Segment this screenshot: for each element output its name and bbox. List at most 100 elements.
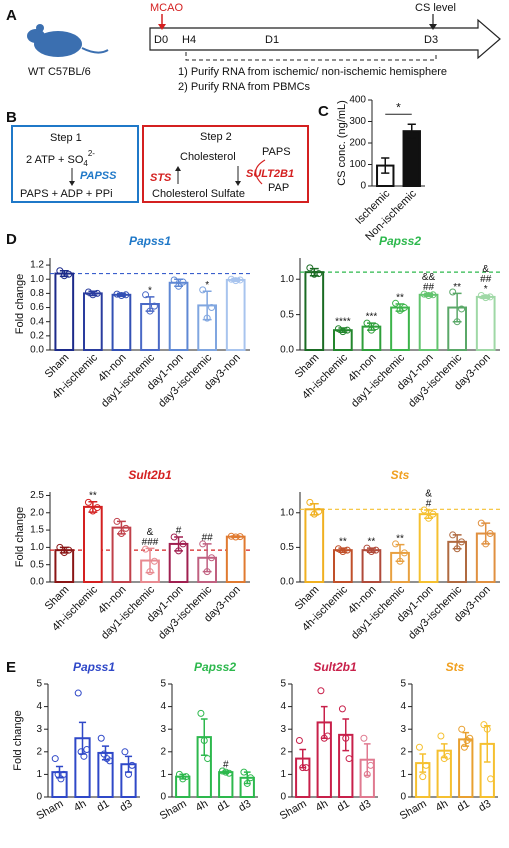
products: PAPS + ADP + PPi xyxy=(20,188,113,200)
y-tick-label: 1.0 xyxy=(30,274,44,285)
data-point xyxy=(460,743,468,751)
enzyme: SULT2B1 xyxy=(246,168,294,180)
y-tick-label: 0 xyxy=(160,792,166,803)
data-point xyxy=(179,278,187,286)
data-point xyxy=(482,540,490,548)
data-point xyxy=(339,548,347,556)
bar xyxy=(83,505,103,583)
chart-title: Sult2b1 xyxy=(128,468,172,482)
y-tick-label: 2 xyxy=(280,746,286,757)
significance: & xyxy=(482,264,489,275)
y-axis-label: Fold change xyxy=(14,274,26,335)
donor: PAPS xyxy=(262,146,291,158)
data-point xyxy=(482,294,490,302)
y-tick-label: 0.0 xyxy=(280,577,294,588)
data-point xyxy=(203,314,211,322)
data-point xyxy=(236,533,244,541)
data-point xyxy=(150,302,158,310)
error-bar xyxy=(419,753,427,773)
y-tick-label: 3 xyxy=(280,724,286,735)
sampling-bracket xyxy=(185,52,437,61)
enzyme: PAPSS xyxy=(80,170,117,182)
data-point xyxy=(363,319,371,327)
bar xyxy=(54,272,75,352)
x-tick-label: d1 xyxy=(215,798,232,815)
y-tick-label: 0 xyxy=(36,792,42,803)
data-point xyxy=(56,267,64,275)
data-point xyxy=(232,277,240,285)
panel-label: E xyxy=(6,659,16,676)
data-point xyxy=(80,752,88,760)
significance: ** xyxy=(89,490,97,501)
data-point xyxy=(170,276,178,284)
data-point xyxy=(429,510,437,518)
y-tick-label: 1.5 xyxy=(30,525,44,536)
data-point xyxy=(83,746,91,754)
data-point xyxy=(225,769,233,777)
data-point xyxy=(122,291,130,299)
data-point xyxy=(218,767,226,775)
y-axis-label: Fold change xyxy=(12,710,24,771)
error-bar xyxy=(320,705,328,739)
bar xyxy=(418,513,439,584)
panel-label: D xyxy=(6,231,17,248)
data-point xyxy=(420,506,428,514)
y-tick-label: 2 xyxy=(400,746,406,757)
y-tick-label: 2.0 xyxy=(30,507,44,518)
significance: ### xyxy=(142,537,159,548)
data-point xyxy=(142,291,150,299)
y-tick-label: 0.5 xyxy=(30,559,44,570)
strain: WT C57BL/6 xyxy=(28,66,91,78)
y-tick-label: 3 xyxy=(400,724,406,735)
data-point xyxy=(89,291,97,299)
data-point xyxy=(487,775,495,783)
x-tick-label: d3 xyxy=(357,798,374,815)
data-point xyxy=(437,732,445,740)
data-point xyxy=(367,761,375,769)
data-point xyxy=(449,531,457,539)
y-tick-label: 5 xyxy=(36,679,42,690)
y-tick-label: 0 xyxy=(400,792,406,803)
data-point xyxy=(458,725,466,733)
data-point xyxy=(227,532,235,540)
data-point xyxy=(486,530,494,538)
data-point xyxy=(458,305,466,313)
enzyme: STS xyxy=(150,172,172,184)
readout: CS level xyxy=(415,2,456,14)
y-tick-label: 100 xyxy=(349,159,366,170)
data-point xyxy=(236,276,244,284)
y-axis-label: Fold change xyxy=(14,507,26,568)
data-point xyxy=(419,773,427,781)
error-bar xyxy=(462,731,470,747)
data-point xyxy=(429,291,437,299)
x-tick-label: d3 xyxy=(237,798,254,815)
y-axis-label: CS conc. (ng/mL) xyxy=(336,100,348,186)
reactant: 2 ATP + SO42- xyxy=(26,149,95,168)
data-point xyxy=(453,318,461,326)
data-point xyxy=(372,323,380,331)
bar xyxy=(475,295,496,351)
y-tick-label: 1 xyxy=(400,769,406,780)
y-tick-label: 0.8 xyxy=(30,288,44,299)
data-point xyxy=(360,734,368,742)
data-point xyxy=(343,546,351,554)
error-bar xyxy=(101,745,110,761)
y-tick-label: 0.5 xyxy=(280,542,294,553)
x-tick-label: d1 xyxy=(335,798,352,815)
data-point xyxy=(400,549,408,557)
bar xyxy=(402,130,421,188)
y-tick-label: 1.2 xyxy=(30,260,44,271)
data-point xyxy=(449,288,457,296)
significance: ## xyxy=(202,533,214,544)
data-point xyxy=(367,326,375,334)
arrowhead xyxy=(175,166,181,171)
data-point xyxy=(142,545,150,553)
y-tick-label: 3 xyxy=(160,724,166,735)
y-tick-label: 0.6 xyxy=(30,302,44,313)
bar xyxy=(225,278,246,352)
data-point xyxy=(89,507,97,515)
y-tick-label: 0 xyxy=(360,181,366,192)
y-tick-label: 2.5 xyxy=(30,490,44,501)
significance: ** xyxy=(339,537,347,548)
timepoint: D0 xyxy=(154,34,168,46)
